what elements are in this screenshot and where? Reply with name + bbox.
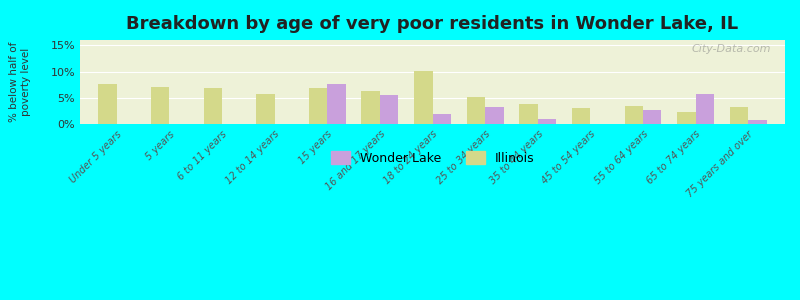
Bar: [98, 84, 117, 124]
Bar: [695, 94, 714, 124]
Bar: [748, 120, 766, 124]
Bar: [256, 94, 274, 124]
Bar: [643, 110, 662, 124]
Bar: [309, 88, 327, 124]
Title: Breakdown by age of very poor residents in Wonder Lake, IL: Breakdown by age of very poor residents …: [126, 15, 738, 33]
Bar: [519, 104, 538, 124]
Bar: [730, 107, 748, 124]
Bar: [327, 84, 346, 124]
Legend: Wonder Lake, Illinois: Wonder Lake, Illinois: [326, 146, 539, 170]
Bar: [433, 113, 451, 124]
Text: City-Data.com: City-Data.com: [691, 44, 771, 54]
Bar: [466, 97, 485, 124]
Bar: [380, 95, 398, 124]
Bar: [204, 88, 222, 124]
Y-axis label: % below half of
poverty level: % below half of poverty level: [9, 42, 30, 122]
Bar: [414, 71, 433, 124]
Bar: [538, 119, 556, 124]
Bar: [625, 106, 643, 124]
Bar: [677, 112, 695, 124]
Bar: [362, 91, 380, 124]
Bar: [485, 107, 503, 124]
Bar: [151, 87, 170, 124]
Bar: [572, 108, 590, 124]
